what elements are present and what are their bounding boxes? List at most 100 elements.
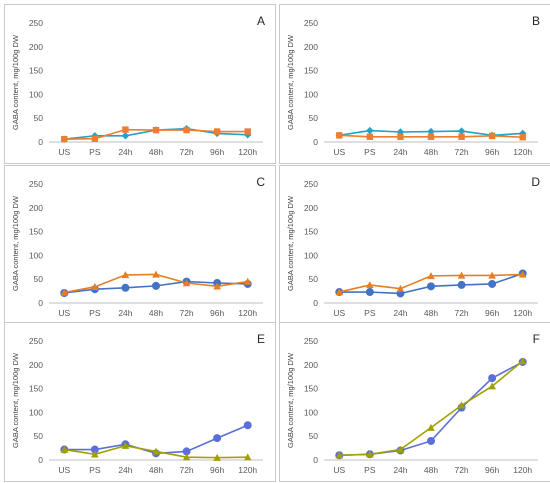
panel-e-series-1-point-2 xyxy=(121,441,130,449)
panel-c-series-1-point-2 xyxy=(121,271,130,279)
panel-b-series-1-point-5 xyxy=(488,132,496,140)
panel-a-x-tick-label-5: 96h xyxy=(210,147,224,157)
panel-f-letter-label: F xyxy=(533,332,540,346)
panel-b-x-tick-label-2: 24h xyxy=(393,147,407,157)
panel-e-x-tick-label-1: PS xyxy=(89,465,101,475)
panel-c-series-1 xyxy=(60,270,252,296)
panel-c-y-tick-label-2: 100 xyxy=(29,250,43,260)
panel-a-letter-label: A xyxy=(257,14,265,28)
panel-e-series-1-point-0 xyxy=(60,445,69,453)
panel-b-x-tick-label-5: 96h xyxy=(485,147,499,157)
panel-d-series-1-point-4 xyxy=(457,271,466,279)
panel-a-y-tick-label-0: 0 xyxy=(38,137,43,147)
panel-d-x-tick-label-6: 120h xyxy=(513,308,532,318)
panel-a-series-1-point-1 xyxy=(91,135,99,142)
panel-e-series-1 xyxy=(60,441,252,461)
panel-d-x-tick-label-2: 24h xyxy=(393,308,407,318)
panel-b-series-1 xyxy=(336,132,526,141)
panel-a-series-0-point-2 xyxy=(121,132,130,140)
panel-f-x-tick-label-2: 24h xyxy=(393,465,407,475)
panel-d-series-0-point-1 xyxy=(365,288,374,297)
panel-e-x-tick-label-2: 24h xyxy=(118,465,132,475)
chart-e-svg: GABA content, mg/100g DW 0 50 100 150 200 250 U… xyxy=(11,332,265,475)
panel-b-series-1-point-1 xyxy=(366,133,374,140)
panel-d-letter-label: D xyxy=(531,175,540,189)
panel-a-series-1-point-6 xyxy=(244,128,251,135)
panel-b-x-tick-label-0: US xyxy=(333,147,345,157)
panel-f-y-tick-label-2: 100 xyxy=(304,407,318,417)
panel-a-y-tick-label-2: 100 xyxy=(29,89,43,99)
panel-a-x-tick-label-0: US xyxy=(58,147,70,157)
panel-f-series-1-point-0 xyxy=(335,451,344,459)
panel-c-series-1-point-3 xyxy=(152,270,160,278)
panel-b-letter-label: B xyxy=(532,14,540,28)
panel-c-y-tick-label-0: 0 xyxy=(38,298,43,308)
panel-e-series-0-point-6 xyxy=(243,421,252,430)
panel-f-y-axis-label: GABA content, mg/100g DW xyxy=(286,352,295,448)
chart-d-svg: GABA content, mg/100g DW 0 50 100 150 200 250 U… xyxy=(286,175,540,318)
chart-a-svg: GABA content, mg/100g DW 0 50 100 150 200 250 U… xyxy=(11,14,265,157)
panel-e-series-1-point-6 xyxy=(243,453,252,461)
chart-panel-f: GABA content, mg/100g DW 0 50 100 150 200 250 U… xyxy=(279,322,550,482)
panel-d-series-1-point-5 xyxy=(488,271,496,279)
panel-e-y-tick-label-3: 150 xyxy=(29,384,43,394)
panel-a-x-tick-label-2: 24h xyxy=(118,147,132,157)
chart-f-svg: GABA content, mg/100g DW 0 50 100 150 200 250 U… xyxy=(286,332,540,475)
panel-c-letter-label: C xyxy=(256,175,265,189)
panel-e-x-tick-label-3: 48h xyxy=(149,465,163,475)
panel-c-x-tick-label-4: 72h xyxy=(179,308,193,318)
panel-a-x-tick-label-3: 48h xyxy=(149,147,163,157)
panel-c-x-tick-label-1: PS xyxy=(89,308,101,318)
panel-d-series-1-point-6 xyxy=(518,270,527,278)
panel-f-y-tick-label-1: 50 xyxy=(309,431,319,441)
panel-d-series-0-point-4 xyxy=(457,280,466,289)
panel-c-y-tick-label-3: 150 xyxy=(29,227,43,237)
panel-a-y-axis-label: GABA content, mg/100g DW xyxy=(11,34,20,130)
panel-a-y-tick-label-3: 150 xyxy=(29,66,43,76)
panel-f-x-tick-label-1: PS xyxy=(364,465,376,475)
panel-a-x-tick-label-1: PS xyxy=(89,147,101,157)
panel-e-series-1-point-4 xyxy=(182,453,191,461)
panel-c-series-1-point-1 xyxy=(91,283,99,291)
panel-d-x-tick-label-5: 96h xyxy=(485,308,499,318)
panel-d-y-tick-label-5: 250 xyxy=(304,179,318,189)
panel-f-x-tick-label-4: 72h xyxy=(454,465,468,475)
panel-d-y-axis-label: GABA content, mg/100g DW xyxy=(286,195,295,291)
panel-a-x-tick-label-6: 120h xyxy=(238,147,257,157)
panel-d-y-tick-label-3: 150 xyxy=(304,227,318,237)
panel-f-y-tick-label-4: 200 xyxy=(304,360,318,370)
panel-c-x-tick-label-6: 120h xyxy=(238,308,257,318)
panel-d-x-tick-label-4: 72h xyxy=(454,308,468,318)
panel-f-y-tick-label-3: 150 xyxy=(304,384,318,394)
panel-e-letter-label: E xyxy=(257,332,265,346)
panel-e-series-0-point-5 xyxy=(213,434,222,443)
panel-f-series-0 xyxy=(335,357,527,460)
panel-d-x-tick-label-1: PS xyxy=(364,308,376,318)
panel-d-series-1-point-1 xyxy=(366,281,374,289)
panel-f-y-tick-label-0: 0 xyxy=(313,455,318,465)
panel-a-y-tick-label-5: 250 xyxy=(29,18,43,28)
panel-b-series-0-point-3 xyxy=(427,127,435,136)
panel-b-series-1-point-4 xyxy=(458,133,465,140)
panel-c-y-tick-label-5: 250 xyxy=(29,179,43,189)
panel-b-x-tick-label-3: 48h xyxy=(424,147,438,157)
chart-panel-e: GABA content, mg/100g DW 0 50 100 150 200 250 U… xyxy=(4,322,276,482)
panel-f-x-tick-label-5: 96h xyxy=(485,465,499,475)
panel-f-x-tick-label-0: US xyxy=(333,465,345,475)
panel-b-y-tick-label-3: 150 xyxy=(304,66,318,76)
panel-d-y-tick-label-0: 0 xyxy=(313,298,318,308)
panel-b-series-0-point-4 xyxy=(457,127,466,135)
panel-d-x-tick-label-0: US xyxy=(333,308,345,318)
panel-f-series-1 xyxy=(335,357,527,459)
panel-b-y-axis-label: GABA content, mg/100g DW xyxy=(286,34,295,130)
panel-c-series-1-point-0 xyxy=(60,288,69,296)
panel-a-series-1-point-5 xyxy=(213,128,221,135)
panel-e-x-tick-label-0: US xyxy=(58,465,70,475)
panel-a-series-1-point-2 xyxy=(122,126,129,133)
panel-d-y-tick-label-2: 100 xyxy=(304,250,318,260)
panel-f-x-tick-label-3: 48h xyxy=(424,465,438,475)
panel-e-series-1-point-1 xyxy=(91,450,99,458)
panel-b-series-1-point-0 xyxy=(336,132,343,139)
panel-c-series-1-point-5 xyxy=(213,282,221,290)
